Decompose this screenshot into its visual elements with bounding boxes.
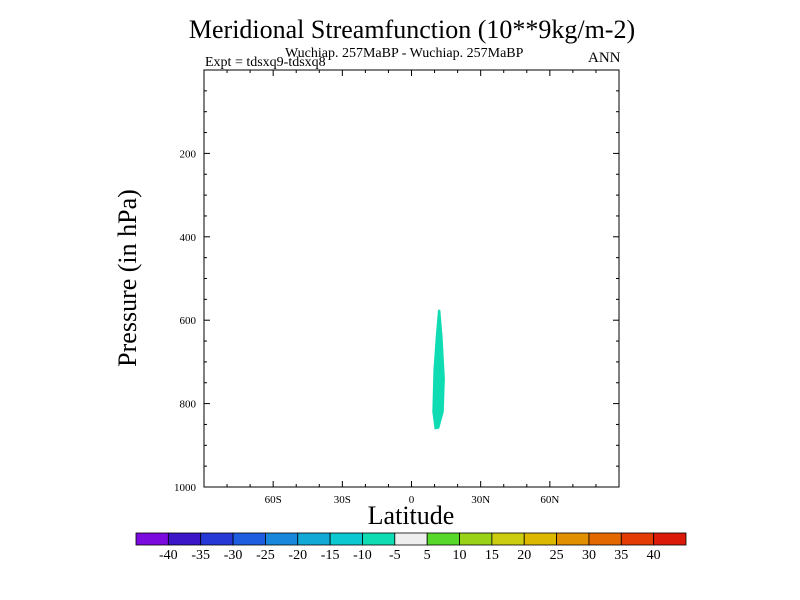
colorbar-label: 15 [485,548,499,563]
colorbar-swatch [265,532,299,546]
colorbar-swatch [653,532,687,546]
colorbar-label: 35 [614,548,628,563]
x-axis-label: Latitude [367,501,455,530]
colorbar-label: -35 [191,548,210,563]
colorbar-label: -10 [353,548,372,563]
colorbar-label: 5 [424,548,431,563]
colorbar-swatch [426,532,460,546]
colorbar-label: 25 [550,548,564,563]
y-tick-label: 200 [180,148,197,160]
colorbar-swatch [362,532,396,546]
x-tick-label: 30S [334,494,351,506]
colorbar-swatch [135,532,169,546]
colorbar-swatch [232,532,266,546]
colorbar-swatch [491,532,525,546]
colorbar-label: 40 [647,548,661,563]
x-tick-label: 0 [409,494,415,506]
x-tick-label: 30N [471,494,490,506]
colorbar-label: -20 [288,548,307,563]
colorbar-label: 20 [517,548,531,563]
contour-fill-layer [432,309,445,430]
colorbar-label: 30 [582,548,596,563]
colorbar-label: -15 [321,548,340,563]
colorbar-swatch [167,532,202,546]
x-tick-label: 60N [540,494,559,506]
colorbar-label: -5 [389,548,401,563]
colorbar-swatch [297,532,331,546]
x-tick-label: 60S [265,494,282,506]
colorbar-label: -25 [256,548,275,563]
colorbar-swatch [588,532,622,546]
colorbar-swatch [200,532,234,546]
colorbar-swatch [620,532,655,546]
colorbar-label: 10 [453,548,467,563]
colorbar-swatch [459,532,493,546]
chart-title: Meridional Streamfunction (10**9kg/m-2) [188,15,636,44]
colorbar-swatch [329,532,363,546]
x-axis-ticks: 60S 30S 0 30N 60N [226,70,597,506]
y-tick-label: 800 [180,399,197,411]
contour-region-0 [432,309,445,430]
colorbar-label: -30 [224,548,243,563]
y-tick-label: 600 [180,315,197,327]
y-axis-ticks: 200 400 600 800 1000 [174,90,619,494]
y-tick-label: 400 [180,232,197,244]
colorbar-swatch [523,532,557,546]
colorbar-swatch [556,532,590,546]
chart-subtitle: Wuchiap. 257MaBP - Wuchiap. 257MaBP [285,46,524,61]
experiment-label: Expt = tdsxq9-tdsxq8 [205,55,326,70]
y-tick-label: 1000 [174,482,197,494]
colorbar: -40 -35 -30 -25 -20 -15 -10 -5 5 10 15 20 25 30 35 40 [135,532,687,563]
colorbar-swatch [394,532,428,546]
colorbar-label: -40 [159,548,178,563]
plot-frame [203,69,620,488]
season-label: ANN [588,50,621,66]
